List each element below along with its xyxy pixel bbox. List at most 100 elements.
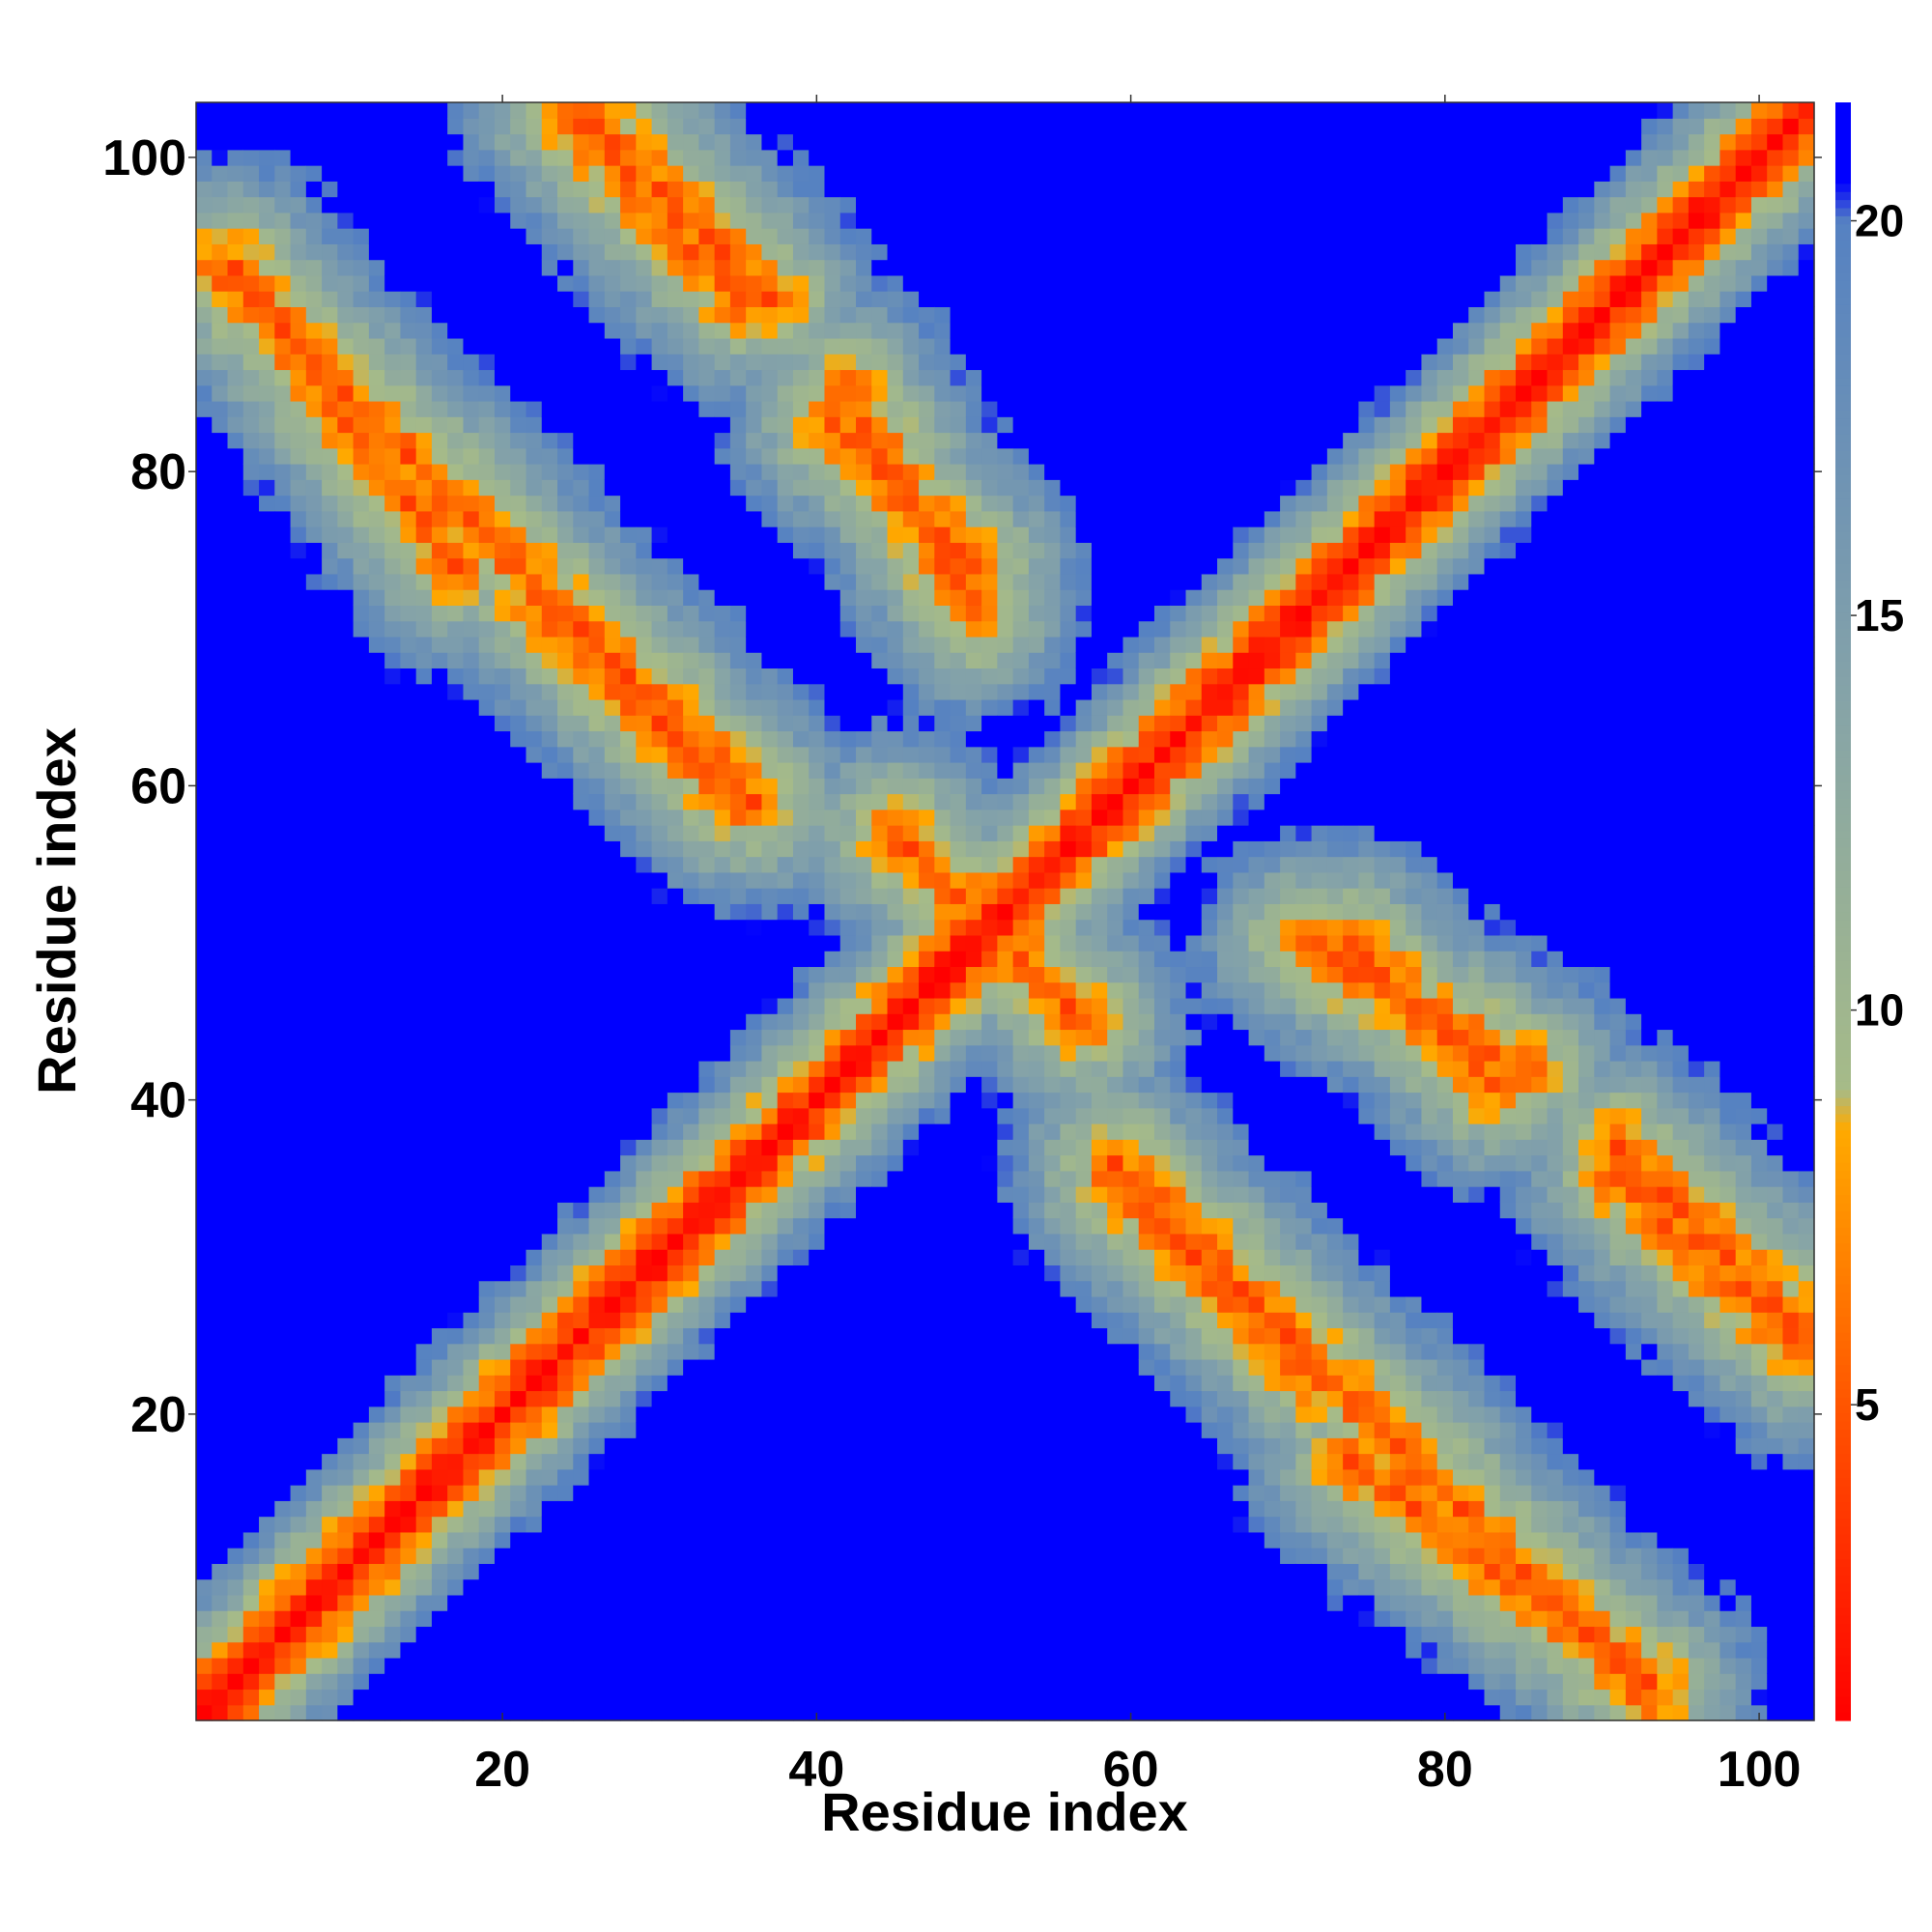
heatmap-cell [839,337,857,355]
heatmap-cell [919,888,935,904]
heatmap-cell [337,1406,355,1423]
heatmap-cell [337,1107,355,1124]
heatmap-cell [573,354,590,371]
heatmap-cell [792,102,810,119]
heatmap-cell [227,762,244,779]
heatmap-cell [871,416,889,434]
heatmap-cell [212,856,229,873]
heatmap-cell [541,1390,558,1407]
heatmap-cell [463,479,480,497]
heatmap-cell [274,620,292,638]
heatmap-cell [557,951,574,968]
heatmap-cell [290,951,307,968]
heatmap-cell [290,1123,307,1140]
heatmap-cell [714,1170,731,1187]
heatmap-cell [227,133,244,151]
heatmap-cell [274,291,292,308]
heatmap-cell [447,1264,465,1282]
heatmap-cell [431,856,448,873]
heatmap-cell [196,1594,213,1611]
heatmap-cell [887,1217,904,1235]
heatmap-cell [400,526,417,543]
heatmap-cell [777,605,794,622]
heatmap-cell [322,1170,338,1187]
heatmap-cell [636,1327,653,1345]
heatmap-cell [557,133,574,151]
heatmap-cell [919,1358,935,1376]
heatmap-cell [290,1202,307,1219]
heatmap-cell [746,683,763,700]
heatmap-cell [919,1657,935,1674]
heatmap-cell [824,683,841,700]
heatmap-cell [714,1280,731,1297]
heatmap-cell [259,683,275,700]
heatmap-cell [902,1390,920,1407]
heatmap-cell [588,1107,606,1124]
heatmap-cell [620,605,637,622]
heatmap-cell [196,1485,213,1501]
heatmap-cell [934,526,952,543]
heatmap-cell [683,620,699,638]
heatmap-cell [887,1249,904,1265]
heatmap-cell [557,1610,574,1628]
heatmap-cell [667,1689,684,1706]
heatmap-cell [856,1610,872,1628]
heatmap-cell [447,464,465,480]
heatmap-cell [934,1657,952,1674]
heatmap-cell [902,1264,920,1282]
heatmap-cell [729,762,747,779]
heatmap-cell [557,181,574,198]
heatmap-cell [447,1641,465,1659]
heatmap-cell [777,447,794,465]
heatmap-cell [196,871,213,889]
heatmap-cell [431,840,448,858]
heatmap-cell [777,274,794,292]
heatmap-cell [259,966,275,983]
heatmap-cell [384,1249,402,1265]
heatmap-cell [259,1327,275,1345]
heatmap-cell [259,1186,275,1203]
heatmap-cell [871,1641,889,1659]
heatmap-cell [337,1154,355,1172]
heatmap-cell [620,888,637,904]
heatmap-cell [400,871,417,889]
heatmap-cell [651,479,668,497]
heatmap-cell [400,730,417,748]
heatmap-cell [322,1295,338,1313]
heatmap-cell [573,1375,590,1392]
heatmap-cell [714,605,731,622]
heatmap-cell [353,369,370,386]
heatmap-cell [824,1217,841,1235]
heatmap-cell [400,1170,417,1187]
heatmap-cell [667,1641,684,1659]
heatmap-cell [415,793,433,810]
heatmap-cell [667,809,684,826]
heatmap-cell [588,369,606,386]
heatmap-cell [809,1044,826,1062]
heatmap-cell [792,1264,810,1282]
heatmap-cell [714,1044,731,1062]
heatmap-cell [698,243,716,261]
heatmap-cell [777,181,794,198]
heatmap-cell [809,1578,826,1596]
heatmap-cell [400,1548,417,1564]
heatmap-cell [683,1689,699,1706]
heatmap-cell [274,1312,292,1329]
heatmap-cell [478,291,496,308]
heatmap-cell [809,510,826,527]
heatmap-cell [368,605,385,622]
heatmap-cell [242,1657,260,1674]
heatmap-cell [322,1312,338,1329]
heatmap-cell [620,1249,637,1265]
heatmap-cell [887,102,904,119]
heatmap-cell [227,495,244,512]
heatmap-cell [777,825,794,841]
heatmap-cell [557,400,574,417]
heatmap-cell [337,997,355,1014]
heatmap-cell [824,951,841,968]
heatmap-cell [242,573,260,590]
heatmap-cell [698,1548,716,1564]
heatmap-cell [792,306,810,324]
heatmap-cell [526,337,543,355]
heatmap-cell [839,793,857,810]
